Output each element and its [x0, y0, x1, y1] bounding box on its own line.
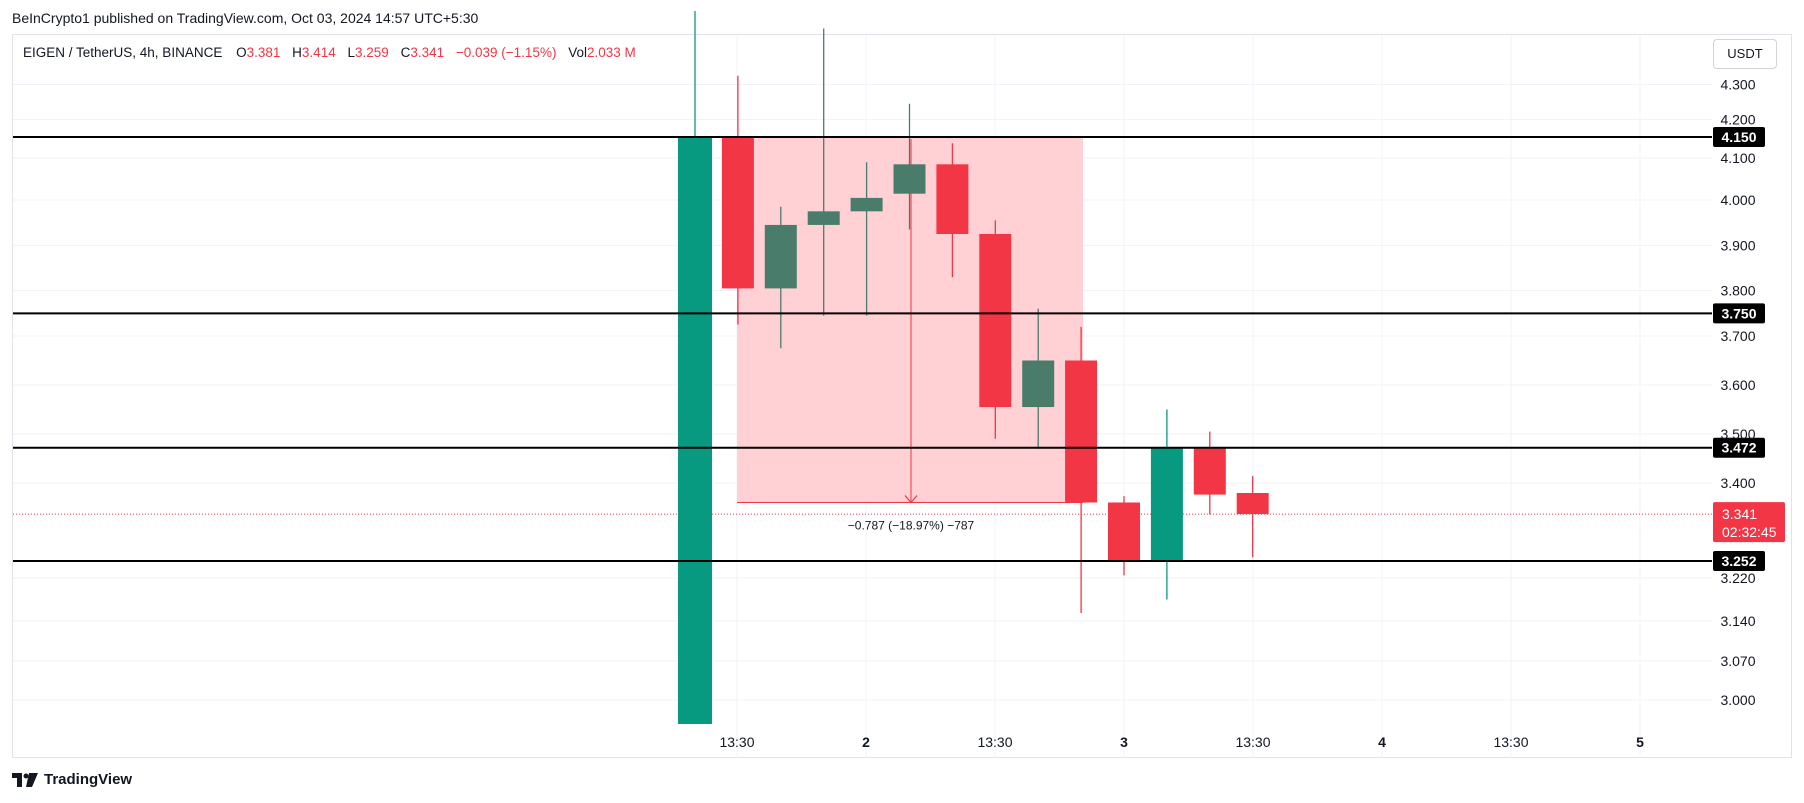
low-label: L [347, 45, 355, 60]
countdown-label: 02:32:45 [1722, 524, 1777, 540]
x-tick-label: 13:30 [1235, 734, 1270, 750]
y-tick-label: 3.070 [1720, 653, 1755, 669]
candle-body [807, 211, 840, 225]
open-label: O [236, 45, 247, 60]
x-tick-label: 13:30 [719, 734, 754, 750]
y-tick-label: 3.220 [1720, 570, 1755, 586]
high-value: 3.414 [301, 45, 336, 60]
x-tick-label: 13:30 [977, 734, 1012, 750]
close-value: 3.341 [410, 45, 445, 60]
publisher-line: BeInCrypto1 published on TradingView.com… [12, 10, 479, 26]
y-tick-label: 3.900 [1720, 237, 1755, 253]
tradingview-logo-icon [12, 772, 38, 787]
candle-body [1108, 502, 1140, 561]
y-tick-label: 4.300 [1720, 77, 1755, 93]
footer-brand[interactable]: TradingView [12, 771, 132, 788]
level-tag [1713, 437, 1765, 458]
currency-button[interactable]: USDT [1713, 39, 1777, 69]
chart-frame [12, 34, 1792, 758]
level-tag [1713, 303, 1765, 324]
candle-body [1022, 360, 1055, 408]
level-tag-label: 3.252 [1721, 553, 1756, 569]
candle-body [764, 224, 797, 289]
current-price-tag [1713, 502, 1785, 543]
candle-body [1150, 447, 1183, 561]
candle-body [1065, 360, 1098, 503]
level-tag-label: 3.750 [1721, 305, 1756, 321]
change-value: −0.039 (−1.15%) [455, 45, 557, 60]
x-tick-label: 3 [1120, 734, 1128, 750]
y-tick-label: 3.500 [1720, 426, 1755, 442]
y-tick-label: 3.600 [1720, 377, 1755, 393]
y-tick-label: 4.000 [1720, 192, 1755, 208]
volume-label: Vol [568, 45, 587, 60]
x-tick-label: 4 [1378, 734, 1386, 750]
candle-body [721, 137, 754, 289]
ohlc-legend: EIGEN / TetherUS, 4h, BINANCE O3.381 H3.… [23, 45, 644, 60]
y-tick-label: 3.140 [1720, 613, 1755, 629]
measure-label: −0.787 (−18.97%) −787 [848, 519, 975, 533]
open-value: 3.381 [246, 45, 281, 60]
x-tick-label: 5 [1636, 734, 1644, 750]
y-tick-label: 3.000 [1720, 692, 1755, 708]
y-tick-label: 3.400 [1720, 475, 1755, 491]
candle-body [979, 234, 1012, 408]
level-tag-label: 3.472 [1721, 440, 1756, 456]
y-tick-label: 3.700 [1720, 328, 1755, 344]
close-label: C [400, 45, 411, 60]
candle-body [850, 197, 883, 212]
footer-brand-label: TradingView [44, 771, 133, 788]
x-tick-label: 2 [862, 734, 870, 750]
y-tick-label: 3.800 [1720, 283, 1755, 299]
level-tag [1713, 127, 1765, 147]
arrow-down-icon [904, 495, 918, 504]
volume-value: 2.033 M [587, 45, 636, 60]
y-tick-label: 4.200 [1720, 112, 1755, 128]
level-tag-label: 4.150 [1721, 129, 1756, 145]
low-value: 3.259 [355, 45, 389, 60]
candle-body [1193, 447, 1226, 495]
candle-body [1236, 493, 1269, 515]
symbol-title[interactable]: EIGEN / TetherUS, 4h, BINANCE [23, 45, 223, 60]
current-price-label: 3.341 [1722, 506, 1757, 522]
high-label: H [292, 45, 302, 60]
level-tag [1713, 551, 1765, 571]
candle-body [936, 164, 969, 234]
x-tick-label: 13:30 [1493, 734, 1528, 750]
candle-body [893, 164, 926, 194]
candle-body [678, 137, 712, 724]
y-tick-label: 4.100 [1720, 150, 1755, 166]
